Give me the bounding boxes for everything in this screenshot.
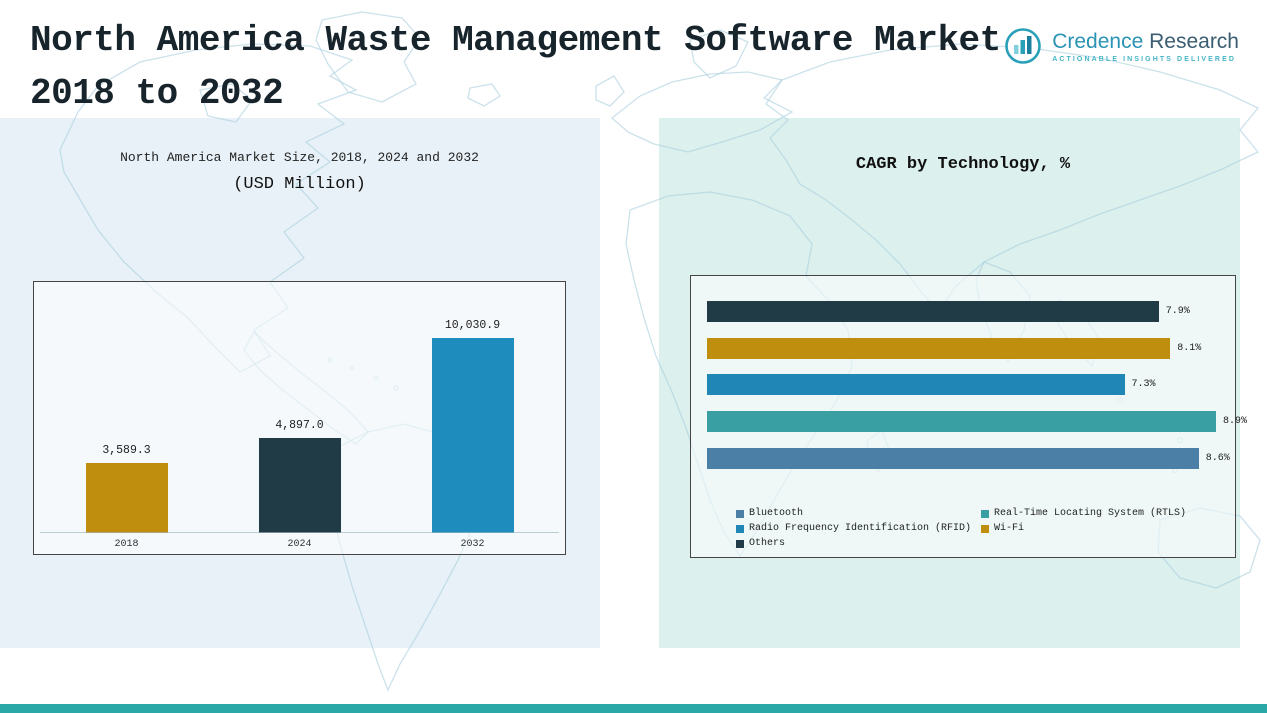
market-size-chart-title: North America Market Size, 2018, 2024 an… [33, 150, 566, 194]
legend-label: Wi-Fi [994, 523, 1025, 534]
logo-brand-name: Credence Research [1052, 30, 1239, 54]
cagr-bars: 7.9% 8.1% 7.3% 8.9% 8.6% [707, 293, 1247, 477]
credence-research-logo: Credence Research Actionable Insights De… [1003, 26, 1239, 66]
cagr-bar-row-others: 7.9% [707, 293, 1225, 330]
market-size-chart: 3,589.3 2018 4,897.0 2024 10,030.9 2032 [33, 281, 566, 555]
page-title-line2: 2018 to 2032 [30, 73, 284, 114]
bar-value-label: 10,030.9 [444, 319, 501, 332]
legend-swatch [736, 539, 744, 548]
logo-text: Credence Research Actionable Insights De… [1052, 30, 1239, 63]
bar-chart-logo-icon [1005, 28, 1042, 64]
bar-group-2032: 10,030.9 2032 [386, 282, 559, 550]
cagr-bar-bluetooth [707, 447, 1199, 469]
market-size-subtitle-line: (USD Million) [233, 175, 366, 194]
legend-swatch [736, 509, 744, 518]
legend-swatch [981, 509, 989, 518]
cagr-bar-wi-fi [707, 337, 1171, 359]
bar-2032 [431, 338, 514, 533]
cagr-chart: 7.9% 8.1% 7.3% 8.9% 8.6% Bluetooth Real-Time … [690, 275, 1247, 558]
legend-label: Real-Time Locating System (RTLS) [994, 508, 1187, 519]
bar-2018 [85, 463, 168, 533]
cagr-bar-row-real-time-locating-system-rtls: 8.9% [707, 403, 1247, 440]
cagr-value-label: 7.9% [1165, 305, 1190, 317]
legend-item-real-time-locating-system-rtls: Real-Time Locating System (RTLS) [981, 508, 1186, 519]
cagr-bar-real-time-locating-system-rtls [707, 410, 1216, 432]
logo-brand-second: Research [1149, 29, 1239, 53]
cagr-bar-row-bluetooth: 8.6% [707, 440, 1230, 477]
bar-group-2018: 3,589.3 2018 [40, 282, 213, 550]
legend-item-others: Others [736, 538, 969, 549]
legend-label: Others [749, 538, 786, 549]
legend-swatch [981, 524, 989, 533]
legend-item-radio-frequency-identification-rfid: Radio Frequency Identification (RFID) [736, 523, 972, 534]
cagr-legend: Bluetooth Real-Time Locating System (RTLS… [736, 508, 1186, 549]
cagr-bar-others [707, 300, 1159, 322]
market-size-title-line: North America Market Size, 2018, 2024 an… [120, 150, 479, 165]
page-title-line1: North America Waste Management Software … [30, 20, 1001, 61]
legend-item-wi-fi: Wi-Fi [981, 523, 1186, 534]
logo-brand-first: Credence [1052, 29, 1144, 53]
logo-tagline: Actionable Insights Delivered [1052, 55, 1236, 63]
bottom-accent-bar [0, 704, 1267, 713]
legend-label: Radio Frequency Identification (RFID) [749, 523, 972, 534]
legend-label: Bluetooth [749, 508, 804, 519]
x-axis-line [40, 532, 559, 533]
cagr-bar-radio-frequency-identification-rfid [707, 374, 1125, 396]
cagr-value-label: 7.3% [1131, 379, 1156, 391]
cagr-value-label: 8.1% [1177, 342, 1202, 354]
market-size-bars: 3,589.3 2018 4,897.0 2024 10,030.9 2032 [40, 282, 559, 550]
legend-swatch [736, 524, 744, 533]
bar-group-2024: 4,897.0 2024 [213, 282, 386, 550]
cagr-bar-row-wi-fi: 8.1% [707, 330, 1225, 367]
cagr-bar-row-radio-frequency-identification-rfid: 7.3% [707, 366, 1225, 403]
bar-value-label: 3,589.3 [102, 444, 151, 458]
cagr-value-label: 8.9% [1223, 415, 1248, 427]
cagr-chart-title: CAGR by Technology, % [855, 155, 1071, 174]
bar-value-label: 4,897.0 [275, 418, 324, 432]
x-tick-label: 2018 [114, 539, 139, 550]
x-tick-label: 2032 [460, 539, 485, 550]
bar-2024 [258, 437, 341, 533]
legend-item-bluetooth: Bluetooth [736, 508, 969, 519]
cagr-value-label: 8.6% [1205, 452, 1230, 464]
x-tick-label: 2024 [287, 539, 312, 550]
